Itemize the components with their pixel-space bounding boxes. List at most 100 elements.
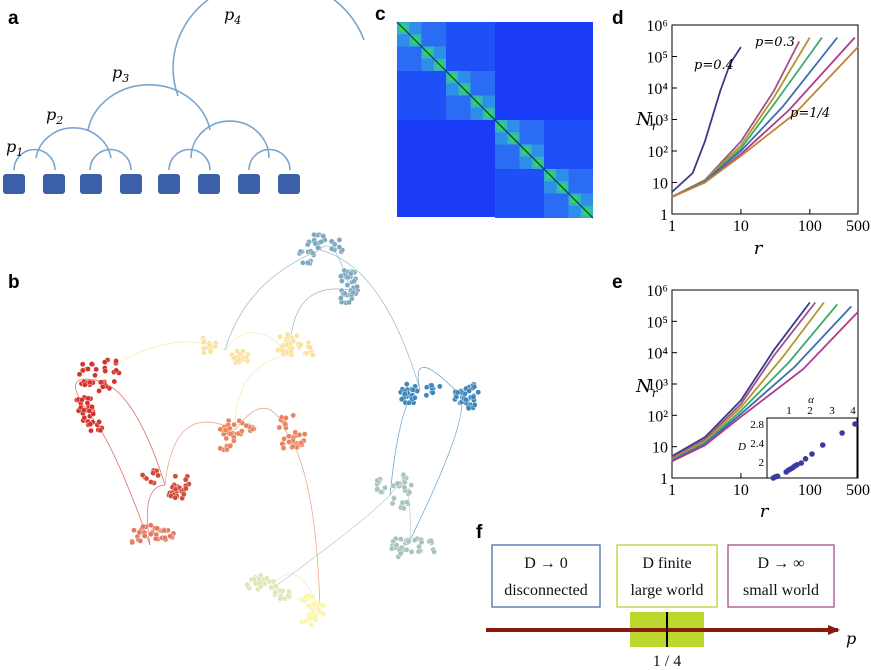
network-node: [96, 388, 102, 394]
network-node: [280, 445, 287, 452]
y-tick-label: 10³: [647, 113, 668, 130]
x-tick-label: 100: [798, 482, 822, 499]
network-node: [471, 402, 478, 408]
network-node: [398, 396, 405, 403]
network-node: [303, 350, 310, 357]
network-node: [207, 348, 214, 355]
series-line: [671, 301, 811, 457]
y-tick-label: 10: [652, 176, 668, 193]
box-large-world: [616, 544, 718, 608]
network-node: [285, 593, 292, 599]
network-node: [227, 431, 234, 437]
network-node: [311, 601, 318, 607]
network-node: [308, 621, 315, 628]
network-node: [431, 549, 437, 555]
label-p3: p3: [112, 63, 129, 85]
network-node: [172, 486, 179, 493]
annotation-p14: p=1/4: [790, 106, 830, 121]
network-node: [354, 283, 360, 290]
network-node: [152, 535, 159, 542]
network-node: [182, 476, 189, 483]
network-node: [328, 238, 335, 245]
network-node: [200, 339, 207, 345]
network-node: [234, 348, 240, 354]
network-node: [412, 394, 418, 401]
x-tick-label: 100: [798, 218, 822, 235]
network-node: [292, 429, 299, 436]
network-node: [286, 439, 292, 445]
chart-d-xlabel: r: [754, 238, 764, 259]
network-node: [319, 610, 326, 616]
network-node: [82, 381, 88, 388]
box-disconnected: [491, 544, 601, 608]
network-node: [345, 274, 351, 281]
network-node: [147, 522, 154, 529]
network-node: [89, 404, 95, 410]
leaf-nodes: [3, 174, 300, 194]
x-tick-label: 10: [733, 218, 749, 235]
network-node: [309, 352, 316, 358]
network-node: [374, 486, 381, 492]
network-node: [347, 270, 354, 277]
network-node: [346, 299, 352, 306]
network-node: [161, 527, 167, 534]
network-node: [462, 391, 468, 397]
panel-f: f p 1 / 4 D → 0 disconnected D finite la…: [476, 522, 856, 670]
network-node: [113, 367, 119, 374]
network-node: [235, 357, 242, 364]
network-node: [429, 389, 436, 396]
network-edge: [319, 249, 421, 391]
network-node: [290, 412, 297, 419]
inset-ytick-3: 2: [759, 457, 765, 469]
network-node: [172, 473, 179, 480]
network-node: [141, 533, 148, 539]
box-disconnected-line2: disconnected: [504, 582, 588, 599]
network-node: [465, 405, 472, 412]
network-node: [80, 407, 87, 414]
network-node: [401, 484, 408, 491]
network-node: [404, 499, 410, 506]
network-node: [96, 419, 102, 425]
y-tick-label: 1: [660, 207, 668, 224]
network-edge: [284, 429, 321, 611]
box-small-world: [727, 544, 835, 608]
network-node: [150, 470, 156, 476]
chart-e-ylabel: Nr: [635, 376, 659, 400]
network-node: [243, 422, 249, 429]
network-node: [408, 482, 415, 488]
network-node: [276, 424, 283, 431]
network-node: [302, 594, 309, 601]
network-node: [297, 248, 304, 255]
panel-e-label: e: [612, 272, 623, 293]
network-node: [272, 589, 279, 596]
network-node: [93, 366, 99, 373]
network-node: [402, 391, 408, 397]
y-tick-label: 10: [652, 440, 668, 457]
network-node: [223, 435, 230, 442]
network-node: [298, 342, 304, 348]
panel-c: c: [375, 4, 594, 219]
network-edge: [224, 249, 321, 351]
network-node: [131, 527, 137, 534]
chart-e: 1 10 100 500 1 10 10² 10³ 10⁴ 10⁵ 10⁶: [646, 283, 870, 499]
network-node: [454, 389, 461, 396]
network-node: [374, 477, 381, 484]
network-node: [351, 278, 357, 285]
inset-point: [839, 430, 845, 436]
network-node: [403, 381, 410, 387]
x-tick-label: 500: [846, 482, 870, 499]
network-node: [92, 372, 98, 379]
network-node: [87, 379, 93, 386]
network-node: [263, 575, 270, 582]
annotation-p03: p=0.3: [755, 35, 795, 50]
panel-d: d 1 10 100 500 1 10 10² 10³ 10⁴ 10⁵ 10⁶ Nr r p=0.4…: [612, 8, 870, 259]
network-node: [288, 348, 295, 355]
network-node: [406, 399, 412, 406]
network-node: [79, 396, 85, 403]
inset-ytick-1: 2.8: [750, 419, 764, 431]
inset-xtick-2: 2: [807, 405, 813, 417]
network-node: [86, 407, 93, 414]
network-edge: [269, 494, 391, 591]
network-node: [154, 525, 160, 532]
annotation-p04: p=0.4: [694, 58, 734, 73]
